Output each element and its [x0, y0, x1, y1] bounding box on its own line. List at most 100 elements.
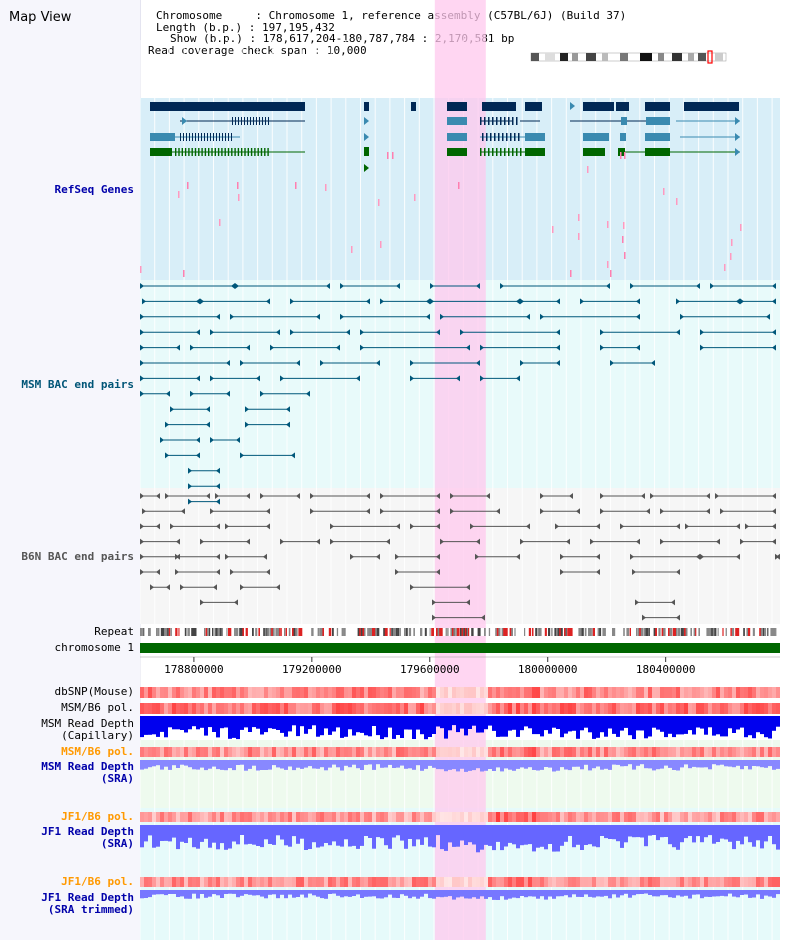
b6n-bac-pair-end	[386, 538, 390, 545]
jf1-b6-pol-cell-2	[256, 877, 260, 887]
b6n-bac-pair-end	[225, 553, 229, 560]
jf1-sra-depth-bar	[544, 825, 548, 850]
refseq-genes-track[interactable]	[140, 102, 742, 277]
msm-b6-pol-cell	[548, 703, 552, 714]
msm-b6-pol-cell	[476, 703, 480, 714]
jf1-trim-depth-bar	[184, 890, 188, 899]
dbsnp-cell	[332, 687, 336, 698]
msm-bac-pair-end	[516, 375, 520, 382]
msm-sra-depth-bar	[196, 760, 200, 770]
jf1-sra-depth-bar	[484, 825, 488, 845]
jf1-b6-pol-cell	[688, 812, 692, 822]
msm-b6-pol-cell-2	[248, 747, 252, 757]
b6n-bac-pair-end	[641, 493, 645, 499]
msm-bac-pair-end	[460, 329, 464, 336]
chromosome-ideogram[interactable]	[530, 50, 727, 64]
repeat-element	[645, 628, 648, 636]
track-label-msm-bac[interactable]: MSM BAC end pairs	[21, 378, 134, 391]
jf1-b6-pol-cell	[412, 812, 416, 822]
jf1-b6-pol-cell-2	[564, 877, 568, 887]
msm-sra-depth-bar	[516, 760, 520, 769]
b6n-bac-pair-end	[676, 614, 680, 621]
dbsnp-cell	[408, 687, 412, 698]
msm-sra-depth-bar	[288, 760, 292, 767]
msm-bac-track[interactable]	[140, 283, 776, 505]
jf1-b6-pol-cell-2	[660, 877, 664, 887]
dbsnp-cell	[744, 687, 748, 698]
msm-bac-pair-end	[140, 313, 144, 320]
gene-exon	[250, 117, 251, 125]
jf1-trim-depth-bar	[624, 890, 628, 894]
msm-b6-pol-cell	[248, 703, 252, 714]
gene-exon	[216, 133, 217, 141]
msm-b6-pol-cell-2	[764, 747, 768, 757]
jf1-b6-pol-cell-2	[688, 877, 692, 887]
b6n-bac-pair-end	[156, 569, 160, 575]
jf1-sra-depth-bar	[664, 825, 668, 837]
msm-b6-pol-cell	[556, 703, 560, 714]
jf1-sra-depth-bar	[520, 825, 524, 846]
jf1-b6-pol-cell	[684, 812, 688, 822]
b6n-bac-track[interactable]	[140, 493, 780, 621]
jf1-b6-pol-cell-2	[272, 877, 276, 887]
genome-browser-plot[interactable]: 178800000 179200000 179600000 180000000 1804…	[140, 0, 780, 940]
msm-sra-depth-bar	[232, 760, 236, 771]
msm-bac-pair-end	[376, 360, 380, 366]
gene-exon	[256, 117, 257, 125]
gene-exon	[191, 148, 193, 156]
gene-exon	[488, 148, 490, 156]
repeat-element	[160, 628, 163, 636]
jf1-b6-pol-cell-2	[208, 877, 212, 887]
jf1-trim-depth-bar	[180, 890, 184, 897]
jf1-b6-pol-cell	[340, 812, 344, 822]
ideogram-band	[698, 53, 706, 61]
jf1-sra-depth-bar	[156, 825, 160, 847]
msm-bac-pair-end	[700, 344, 704, 351]
msm-capillary-depth-bar	[660, 716, 664, 732]
axis-tick-label: 179200000	[282, 663, 342, 676]
jf1-b6-pol-cell	[644, 812, 648, 822]
msm-sra-depth-bar	[608, 760, 612, 770]
dbsnp-cell	[728, 687, 732, 698]
b6n-bac-pair-end	[772, 538, 776, 545]
track-label-refseq[interactable]: RefSeq Genes	[54, 183, 134, 196]
gene-exon	[583, 102, 614, 111]
dbsnp-cell	[520, 687, 524, 698]
jf1-sra-depth-bar	[656, 825, 660, 841]
msm-b6-pol-cell-2	[752, 747, 756, 757]
gene-exon	[192, 133, 193, 141]
jf1-trim-depth-bar	[652, 890, 656, 897]
jf1-trim-depth-bar	[616, 890, 620, 898]
msm-capillary-depth-bar	[152, 716, 156, 735]
msm-bac-pair-end	[356, 375, 360, 382]
jf1-b6-pol-cell	[140, 812, 144, 822]
msm-sra-depth-bar	[348, 760, 352, 768]
repeat-element	[775, 628, 777, 636]
track-label-b6n-bac[interactable]: B6N BAC end pairs	[21, 550, 134, 563]
b6n-bac-pair-end	[380, 493, 384, 499]
msm-b6-pol-cell	[640, 703, 644, 714]
msm-b6-pol-cell-2	[204, 747, 208, 757]
jf1-trim-depth-bar	[168, 890, 172, 894]
msm-b6-pol-cell	[404, 703, 408, 714]
jf1-b6-pol-cell-2	[592, 877, 596, 887]
jf1-sra-depth-bar	[160, 825, 164, 841]
repeat-element	[298, 628, 301, 636]
msm-b6-pol-cell	[328, 703, 332, 714]
msm-capillary-depth-bar	[172, 716, 176, 730]
gene-arrow	[364, 164, 369, 172]
pseudogene-mark	[238, 194, 240, 201]
msm-bac-pair-end	[772, 283, 776, 289]
msm-b6-pol-cell	[396, 703, 400, 714]
jf1-b6-pol-cell-2	[296, 877, 300, 887]
msm-capillary-depth-bar	[640, 716, 644, 731]
jf1-b6-pol-cell-2	[152, 877, 156, 887]
jf1-b6-pol-cell	[704, 812, 708, 822]
gene-exon	[244, 148, 246, 156]
msm-sra-depth-bar	[148, 760, 152, 768]
repeat-element	[538, 628, 540, 636]
msm-sra-depth-bar	[740, 760, 744, 770]
jf1-b6-pol-cell-2	[320, 877, 324, 887]
msm-sra-depth-bar	[588, 760, 592, 771]
msm-capillary-depth-bar	[476, 716, 480, 733]
